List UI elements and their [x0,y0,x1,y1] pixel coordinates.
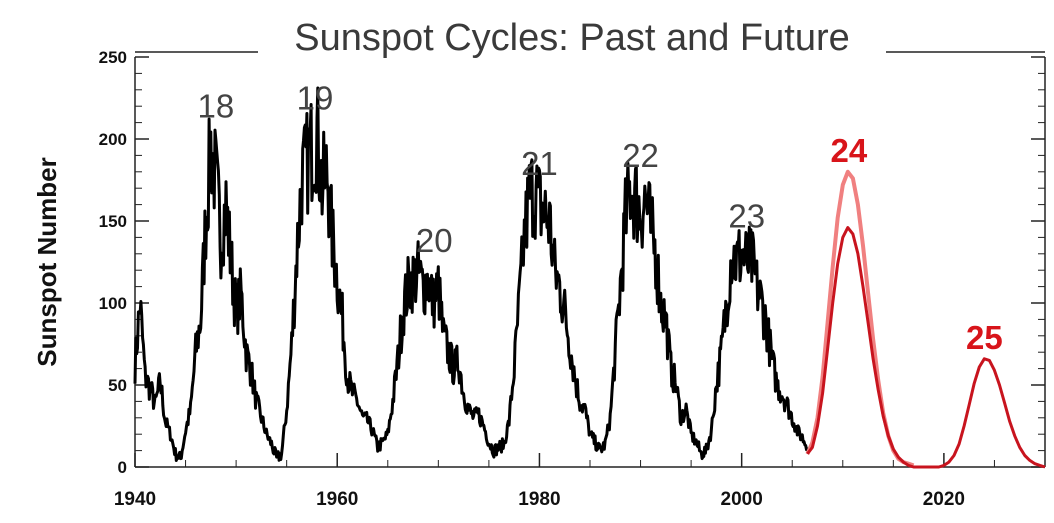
x-tick-label: 1940 [114,489,156,510]
chart-title: Sunspot Cycles: Past and Future [294,17,850,59]
x-tick-label: 1980 [518,489,560,510]
cycle-label: 24 [830,132,867,169]
x-tick-label: 1960 [316,489,358,510]
cycle-label: 18 [198,88,235,125]
cycle-label: 22 [622,137,659,174]
x-tick-label: 2000 [721,489,763,510]
cycle-label: 20 [416,222,453,259]
series-line-observed [133,86,809,462]
y-tick-label: 0 [118,458,127,477]
cycle-label: 21 [521,145,558,182]
series-line-prediction-low [806,226,1046,469]
series-line-prediction-high [805,169,915,468]
cycle-label: 25 [966,319,1003,356]
plot-area: 0 50 100 150 200 250 1940 1960 1980 2000 2020 18 19 2… [99,48,1046,510]
cycle-label: 19 [297,79,334,116]
y-tick-label: 50 [108,376,127,395]
y-tick-label: 150 [99,212,127,231]
y-tick-label: 200 [99,130,127,149]
x-tick-label: 2020 [923,489,965,510]
y-axis-label: Sunspot Number [32,157,62,366]
y-tick-label: 100 [99,294,127,313]
cycle-label: 23 [728,198,765,235]
y-tick-label: 250 [99,48,127,67]
